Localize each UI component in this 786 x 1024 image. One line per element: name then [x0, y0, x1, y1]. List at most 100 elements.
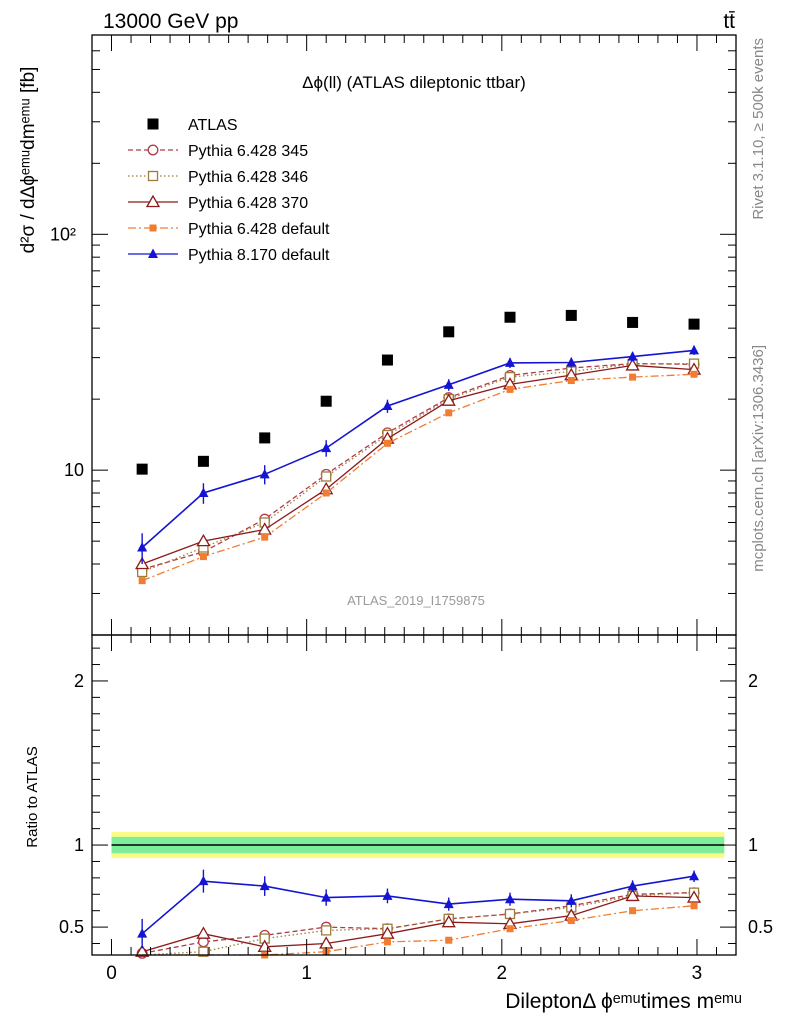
ratio-point-p8: [259, 880, 270, 891]
main-point-ATLAS: [197, 455, 209, 467]
legend: ATLAS Pythia 6.428 345 Pythia 6.428 346 Pyt…: [128, 117, 330, 264]
rivet-label: Rivet 3.1.10, ≥ 500k events: [750, 38, 767, 220]
main-point-pdef: [138, 577, 146, 585]
main-point-pdef: [445, 409, 453, 417]
main-point-pdef: [383, 439, 391, 447]
main-point-p370: [196, 533, 211, 547]
ratio-xtick-label: 2: [497, 963, 508, 984]
mcplots-label: mcplots.cern.ch [arXiv:1306.3436]: [750, 345, 767, 572]
ratio-series-p8: [137, 869, 700, 949]
main-point-pdef: [567, 376, 575, 384]
ratio-panel: 0.5 0.5 1 1 2 2 0 1 2 3 Ratio to ATLAS DileptonΔ …: [24, 634, 773, 1013]
main-point-p370: [441, 393, 456, 406]
main-point-p8: [137, 541, 148, 552]
legend-marker: [147, 144, 159, 156]
legend-marker: [145, 194, 161, 208]
ratio-line-p370: [142, 895, 695, 953]
legend-marker: [147, 118, 159, 130]
ratio-line-p345: [142, 891, 695, 955]
main-ylabel: d²σ / dΔϕᵉᵐᵘdmᵉᵐᵘ [fb]: [18, 67, 39, 254]
ratio-point-p370: [686, 890, 702, 903]
main-point-ATLAS: [688, 318, 700, 330]
main-ytick-label: 10²: [50, 224, 76, 244]
ratio-ytick-label-right: 2: [748, 671, 758, 691]
header-energy: 13000 GeV pp: [103, 10, 238, 33]
ratio-point-p8: [566, 895, 577, 905]
main-point-pdef: [506, 385, 514, 393]
ratio-ytick-label-right: 0.5: [748, 917, 773, 937]
ratio-point-p8: [443, 898, 454, 909]
ratio-point-p370: [380, 926, 395, 939]
legend-label: Pythia 6.428 346: [188, 169, 308, 186]
main-ytick-label: 10: [64, 460, 84, 480]
ratio-point-pdef: [690, 902, 698, 910]
main-series-p346: [137, 358, 700, 578]
ratio-line-p8: [141, 875, 695, 935]
ratio-point-p8: [137, 928, 148, 938]
ratio-point-pdef: [629, 907, 637, 915]
ratio-series-pdef: [142, 902, 698, 959]
main-point-ATLAS: [504, 311, 516, 323]
ratio-point-p346: [321, 925, 332, 936]
main-point-ATLAS: [259, 432, 271, 444]
ratio-series-p345: [136, 887, 700, 959]
ratio-point-p8: [505, 893, 516, 904]
main-series-p370: [135, 358, 702, 570]
ratio-line-pdef: [142, 905, 695, 956]
main-point-pdef: [322, 489, 330, 497]
legend-label: Pythia 6.428 default: [188, 221, 330, 238]
ratio-point-pdef: [506, 925, 514, 933]
main-point-pdef: [199, 553, 207, 561]
header-process: tt̄: [723, 10, 735, 33]
ratio-ytick-label: 1: [74, 835, 84, 855]
main-point-p8: [689, 344, 700, 355]
legend-marker: [148, 248, 158, 258]
ratio-ytick-label: 2: [74, 671, 84, 691]
main-point-ATLAS: [627, 316, 639, 328]
legend-item-pdef: Pythia 6.428 default: [128, 221, 330, 238]
legend-item-p346: Pythia 6.428 346: [128, 169, 308, 186]
ratio-point-p370: [441, 914, 456, 928]
ratio-point-p8: [627, 880, 638, 891]
ratio-frame: [91, 634, 737, 956]
legend-item-p8: Pythia 8.170 default: [128, 247, 330, 264]
ratio-ytick-label-right: 1: [748, 835, 758, 855]
main-point-p8: [382, 400, 393, 411]
ratio-point-p370: [625, 888, 640, 902]
main-point-p8: [198, 487, 209, 498]
main-panel: 10 10² Δϕ(ll) (ATLAS dileptonic ttbar) AT…: [18, 34, 737, 636]
main-line-p8: [141, 349, 695, 549]
ratio-point-p346: [198, 946, 209, 957]
ratio-point-p370: [135, 944, 150, 957]
ratio-point-pdef: [383, 938, 391, 946]
legend-label: Pythia 8.170 default: [188, 247, 330, 264]
ratio-point-p8: [321, 892, 332, 902]
main-point-p8: [505, 357, 516, 367]
main-point-pdef: [261, 533, 269, 541]
main-line-pdef: [141, 373, 695, 582]
ratio-point-p8: [689, 870, 700, 881]
ratio-point-pdef: [445, 936, 453, 944]
legend-item-p370: Pythia 6.428 370: [128, 194, 308, 212]
main-watermark: ATLAS_2019_I1759875: [347, 593, 485, 608]
ratio-point-p8: [382, 890, 393, 900]
main-point-p8: [443, 379, 454, 389]
main-point-ATLAS: [443, 326, 455, 338]
main-point-ATLAS: [320, 395, 332, 407]
ratio-series-p346: [142, 887, 700, 957]
ratio-line-p346: [142, 891, 695, 956]
legend-label: Pythia 6.428 370: [188, 195, 308, 212]
main-series-p345: [136, 358, 700, 575]
main-point-p8: [627, 351, 638, 361]
main-point-p346: [321, 471, 332, 482]
ratio-xtick-label: 3: [692, 963, 703, 984]
main-title: Δϕ(ll) (ATLAS dileptonic ttbar): [302, 73, 526, 92]
main-point-p370: [625, 358, 640, 371]
main-series-pdef: [138, 370, 698, 585]
main-point-p8: [259, 468, 270, 479]
main-line-p370: [141, 364, 695, 565]
legend-item-ATLAS: ATLAS: [147, 117, 238, 134]
ratio-point-pdef: [567, 917, 575, 925]
ratio-xtick-label: 0: [106, 963, 117, 984]
